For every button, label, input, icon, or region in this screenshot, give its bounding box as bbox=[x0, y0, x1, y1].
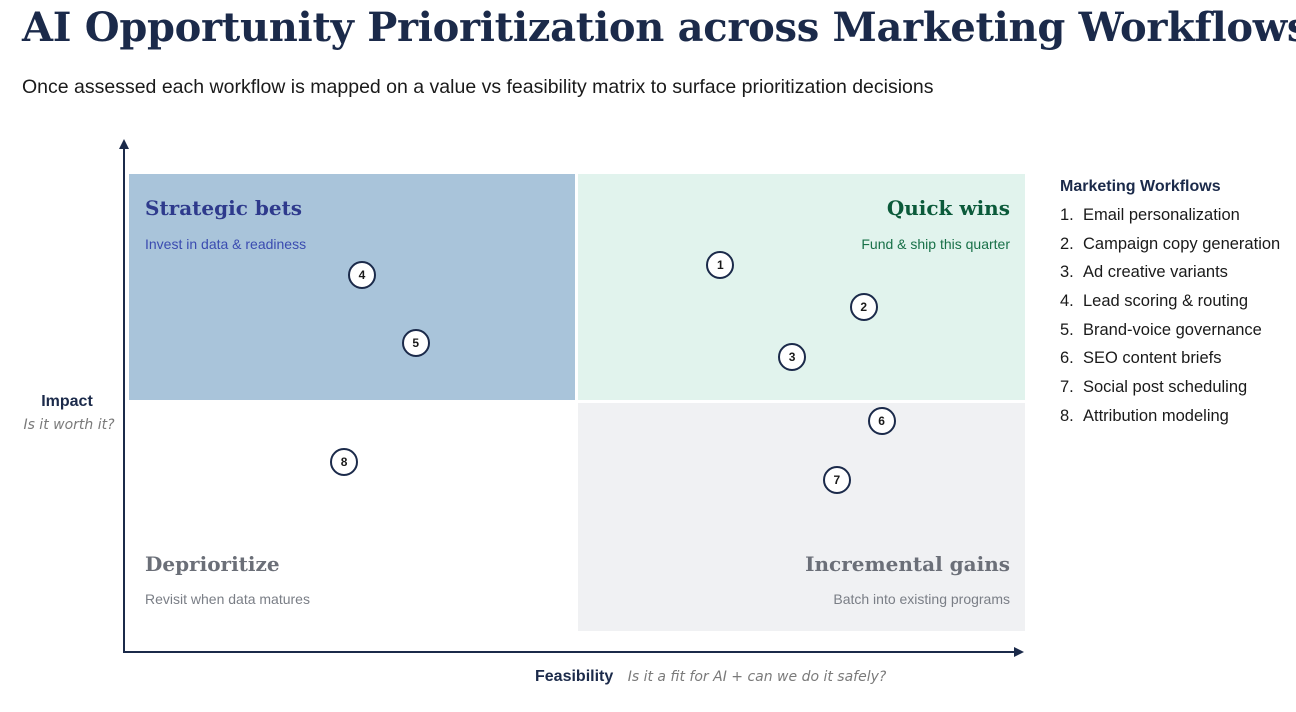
legend-item: 7. Social post scheduling bbox=[1060, 378, 1280, 407]
legend-item-number: 1. bbox=[1060, 206, 1074, 224]
quadrant-incremental-gains: Incremental gains Batch into existing pr… bbox=[578, 403, 1025, 631]
quadrant-title: Deprioritize bbox=[145, 552, 280, 576]
legend-item-label: Lead scoring & routing bbox=[1083, 292, 1249, 311]
x-axis-sublabel: Is it a fit for AI + can we do it safely… bbox=[627, 669, 887, 685]
quadrant-title: Quick wins bbox=[886, 196, 1010, 220]
legend-items: 1. Email personalization 2. Campaign copy g… bbox=[1060, 206, 1280, 436]
legend-item-label: Brand-voice governance bbox=[1083, 320, 1262, 339]
legend-item-number: 4. bbox=[1060, 292, 1074, 311]
y-axis-sublabel: Is it worth it? bbox=[23, 417, 115, 433]
legend-item: 5. Brand-voice governance bbox=[1060, 321, 1280, 350]
workflow-point-3[interactable]: 3 bbox=[778, 342, 807, 371]
page-subtitle: Once assessed each workflow is mapped on… bbox=[22, 76, 934, 98]
legend-item-label: Social post scheduling bbox=[1083, 378, 1248, 397]
legend-item-number: 5. bbox=[1060, 320, 1074, 339]
page-title: AI Opportunity Prioritization across Mar… bbox=[22, 4, 1296, 51]
x-axis-arrow-icon bbox=[1014, 647, 1024, 657]
workflow-point-6[interactable]: 6 bbox=[867, 406, 896, 435]
y-axis-arrow-icon bbox=[119, 139, 129, 149]
workflow-point-8[interactable]: 8 bbox=[330, 447, 359, 476]
workflow-point-1[interactable]: 1 bbox=[706, 251, 735, 280]
legend-item-number: 2. bbox=[1060, 234, 1074, 253]
legend-item-number: 8. bbox=[1060, 406, 1074, 425]
legend-item-label: Email personalization bbox=[1083, 206, 1240, 224]
legend-item-label: Campaign copy generation bbox=[1083, 234, 1281, 253]
legend-item: 8. Attribution modeling bbox=[1060, 407, 1280, 436]
legend-item: 6. SEO content briefs bbox=[1060, 349, 1280, 378]
quadrant-subtitle: Batch into existing programs bbox=[833, 591, 1010, 607]
legend-item: 3. Ad creative variants bbox=[1060, 263, 1280, 292]
quadrant-subtitle: Fund & ship this quarter bbox=[861, 236, 1010, 252]
quadrant-strategic-bets: Strategic bets Invest in data & readines… bbox=[129, 174, 575, 400]
quadrant-subtitle: Revisit when data matures bbox=[145, 591, 310, 607]
legend-item-label: SEO content briefs bbox=[1083, 349, 1222, 368]
legend-item-number: 3. bbox=[1060, 263, 1074, 282]
legend-item: 2. Campaign copy generation bbox=[1060, 235, 1280, 264]
workflow-point-2[interactable]: 2 bbox=[849, 292, 878, 321]
x-axis-label-group: Feasibility Is it a fit for AI + can we … bbox=[535, 668, 886, 686]
x-axis-label: Feasibility bbox=[535, 668, 614, 685]
legend-item: 1. Email personalization bbox=[1060, 206, 1280, 235]
workflow-point-7[interactable]: 7 bbox=[822, 466, 851, 495]
y-axis-label: Impact bbox=[41, 393, 93, 410]
legend-item-number: 7. bbox=[1060, 378, 1074, 397]
workflow-point-5[interactable]: 5 bbox=[401, 329, 430, 358]
y-axis-line bbox=[123, 146, 125, 653]
quadrant-deprioritize: Deprioritize Revisit when data matures bbox=[129, 403, 575, 631]
x-axis-line bbox=[123, 651, 1017, 653]
quadrant-subtitle: Invest in data & readiness bbox=[145, 236, 307, 252]
legend-item-label: Ad creative variants bbox=[1083, 263, 1228, 282]
legend-item: 4. Lead scoring & routing bbox=[1060, 292, 1280, 321]
legend-item-label: Attribution modeling bbox=[1083, 406, 1229, 425]
quadrant-title: Incremental gains bbox=[805, 552, 1010, 576]
workflow-legend: Marketing Workflows 1. Email personalizat… bbox=[1060, 178, 1280, 436]
legend-title: Marketing Workflows bbox=[1060, 178, 1221, 195]
workflow-point-4[interactable]: 4 bbox=[347, 260, 376, 289]
legend-item-number: 6. bbox=[1060, 349, 1074, 368]
quadrant-title: Strategic bets bbox=[145, 196, 303, 220]
